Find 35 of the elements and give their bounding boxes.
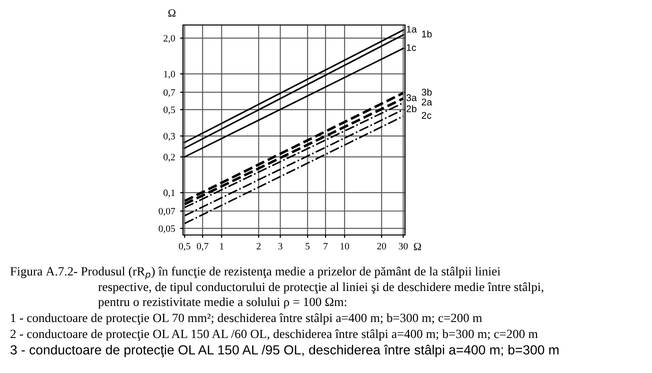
- series-label: 2c: [422, 112, 432, 119]
- series-label: 1b: [422, 30, 432, 38]
- series-label: 2a: [422, 98, 432, 106]
- x-tick-label: 0,5: [178, 242, 190, 251]
- y-tick-label: 0,2: [164, 154, 175, 162]
- text: respective, de tipul conductorului de protecţie al liniei şi de deschidere medie între stâlpi,: [98, 282, 544, 294]
- x-tick-label: 30: [398, 242, 408, 250]
- y-tick-label: 2,0: [164, 35, 175, 43]
- series-label: 1c: [406, 44, 416, 51]
- x-tick-label: 1: [220, 242, 224, 250]
- y-axis-title: Ω: [168, 9, 176, 17]
- y-tick-label: 0,07: [158, 208, 176, 216]
- text: 2 - conductoare de protecţie OL AL 150 AL /60 OL, deschiderea între stâlpi a=400 m; b=300 m; c=200 m: [10, 329, 538, 341]
- y-tick-label: 0,1: [164, 190, 175, 198]
- x-tick-label: 3: [278, 242, 282, 250]
- x-tick-label: 20: [377, 242, 386, 250]
- text: 3 - conductoare de protecţie OL AL 150 AL /95 OL, deschiderea între stâlpi a=400 m; b=300 m: [10, 344, 559, 358]
- y-tick-label: 1,0: [164, 70, 175, 79]
- y-tick-label: 0,3: [164, 132, 175, 141]
- y-tick-label: 0,7: [164, 89, 176, 98]
- x-tick-label: 0,7: [196, 242, 208, 251]
- y-tick-label: 0,05: [158, 225, 175, 234]
- x-tick-label: 5: [306, 243, 310, 250]
- series-label: 2b: [406, 105, 416, 112]
- x-tick-label: 7: [324, 243, 328, 250]
- x-axis-title: Ω: [414, 242, 422, 250]
- series-label: 3b: [422, 88, 432, 96]
- text: pentru o rezistivitate medie a solului ρ = 100 Ωm:: [98, 297, 346, 309]
- text: 1 - conductoare de protecţie OL 70 mm²; deschiderea între stâlpi a=400 m; b=300 m; c=200 m: [11, 313, 482, 325]
- text: Figura A.7.2- Produsul (rR$_{p}$) în funcţie de rezistenţa medie a prizelor de pământ de la stâlpii liniei: [10, 266, 500, 280]
- series-label: 3a: [406, 94, 417, 102]
- y-tick-label: 0,5: [164, 106, 175, 115]
- x-tick-label: 10: [340, 242, 350, 250]
- series-label: 1a: [406, 26, 417, 33]
- x-tick-label: 2: [256, 242, 261, 250]
